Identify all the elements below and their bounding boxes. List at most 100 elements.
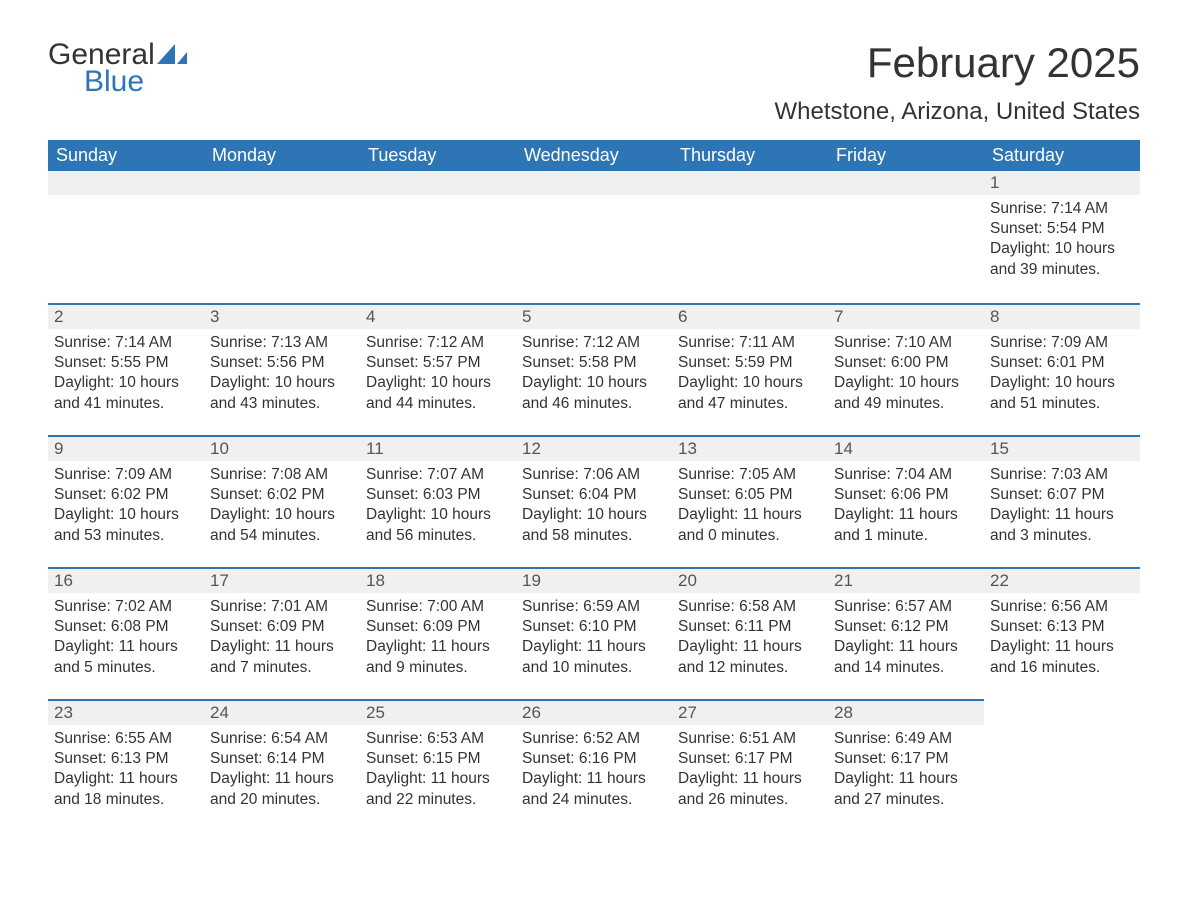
sunset-text: Sunset: 5:56 PM xyxy=(210,353,354,373)
sunset-text: Sunset: 5:55 PM xyxy=(54,353,198,373)
calendar-cell: 12Sunrise: 7:06 AMSunset: 6:04 PMDayligh… xyxy=(516,435,672,567)
weekday-header: Tuesday xyxy=(360,140,516,171)
sunrise-text: Sunrise: 7:09 AM xyxy=(54,465,198,485)
day-body: Sunrise: 7:14 AMSunset: 5:55 PMDaylight:… xyxy=(48,329,204,422)
calendar-cell: 15Sunrise: 7:03 AMSunset: 6:07 PMDayligh… xyxy=(984,435,1140,567)
sunrise-text: Sunrise: 7:04 AM xyxy=(834,465,978,485)
calendar-cell: 18Sunrise: 7:00 AMSunset: 6:09 PMDayligh… xyxy=(360,567,516,699)
day-number: 10 xyxy=(204,435,360,461)
day-body: Sunrise: 7:13 AMSunset: 5:56 PMDaylight:… xyxy=(204,329,360,422)
sunset-text: Sunset: 6:08 PM xyxy=(54,617,198,637)
sunset-text: Sunset: 6:16 PM xyxy=(522,749,666,769)
sunrise-text: Sunrise: 7:02 AM xyxy=(54,597,198,617)
daylight-text: Daylight: 10 hours and 41 minutes. xyxy=(54,373,198,413)
day-body: Sunrise: 7:11 AMSunset: 5:59 PMDaylight:… xyxy=(672,329,828,422)
sunrise-text: Sunrise: 6:54 AM xyxy=(210,729,354,749)
calendar-cell xyxy=(984,699,1140,831)
sunrise-text: Sunrise: 6:53 AM xyxy=(366,729,510,749)
logo-word2: Blue xyxy=(84,67,189,97)
logo-sail-icon xyxy=(157,42,189,71)
sunrise-text: Sunrise: 7:14 AM xyxy=(54,333,198,353)
day-number: 4 xyxy=(360,303,516,329)
sunset-text: Sunset: 6:04 PM xyxy=(522,485,666,505)
daylight-text: Daylight: 10 hours and 43 minutes. xyxy=(210,373,354,413)
day-number: 8 xyxy=(984,303,1140,329)
sunrise-text: Sunrise: 7:01 AM xyxy=(210,597,354,617)
calendar-cell xyxy=(48,171,204,303)
day-body: Sunrise: 6:58 AMSunset: 6:11 PMDaylight:… xyxy=(672,593,828,686)
sunset-text: Sunset: 6:15 PM xyxy=(366,749,510,769)
calendar-cell: 10Sunrise: 7:08 AMSunset: 6:02 PMDayligh… xyxy=(204,435,360,567)
sunrise-text: Sunrise: 7:12 AM xyxy=(366,333,510,353)
sunrise-text: Sunrise: 6:49 AM xyxy=(834,729,978,749)
sunrise-text: Sunrise: 6:58 AM xyxy=(678,597,822,617)
day-number: 5 xyxy=(516,303,672,329)
daylight-text: Daylight: 11 hours and 14 minutes. xyxy=(834,637,978,677)
day-body: Sunrise: 7:08 AMSunset: 6:02 PMDaylight:… xyxy=(204,461,360,554)
daylight-text: Daylight: 11 hours and 26 minutes. xyxy=(678,769,822,809)
page-header: General Blue February 2025 Whetstone, Ar… xyxy=(48,40,1140,126)
day-number: 1 xyxy=(984,171,1140,195)
empty-day-bar xyxy=(828,171,984,195)
day-number: 13 xyxy=(672,435,828,461)
day-body: Sunrise: 6:54 AMSunset: 6:14 PMDaylight:… xyxy=(204,725,360,818)
sunrise-text: Sunrise: 7:12 AM xyxy=(522,333,666,353)
sunrise-text: Sunrise: 7:00 AM xyxy=(366,597,510,617)
calendar-cell xyxy=(360,171,516,303)
empty-day-bar xyxy=(204,171,360,195)
calendar-row: 2Sunrise: 7:14 AMSunset: 5:55 PMDaylight… xyxy=(48,303,1140,435)
month-title: February 2025 xyxy=(774,40,1140,86)
day-number: 7 xyxy=(828,303,984,329)
day-body: Sunrise: 7:02 AMSunset: 6:08 PMDaylight:… xyxy=(48,593,204,686)
daylight-text: Daylight: 10 hours and 54 minutes. xyxy=(210,505,354,545)
daylight-text: Daylight: 10 hours and 56 minutes. xyxy=(366,505,510,545)
daylight-text: Daylight: 11 hours and 18 minutes. xyxy=(54,769,198,809)
sunset-text: Sunset: 5:58 PM xyxy=(522,353,666,373)
daylight-text: Daylight: 10 hours and 51 minutes. xyxy=(990,373,1134,413)
weekday-header: Wednesday xyxy=(516,140,672,171)
calendar-cell: 23Sunrise: 6:55 AMSunset: 6:13 PMDayligh… xyxy=(48,699,204,831)
daylight-text: Daylight: 11 hours and 20 minutes. xyxy=(210,769,354,809)
sunrise-text: Sunrise: 7:06 AM xyxy=(522,465,666,485)
day-body: Sunrise: 7:14 AMSunset: 5:54 PMDaylight:… xyxy=(984,195,1140,288)
empty-day-bar xyxy=(360,171,516,195)
daylight-text: Daylight: 11 hours and 5 minutes. xyxy=(54,637,198,677)
sunset-text: Sunset: 6:17 PM xyxy=(834,749,978,769)
calendar-cell: 24Sunrise: 6:54 AMSunset: 6:14 PMDayligh… xyxy=(204,699,360,831)
sunrise-text: Sunrise: 7:14 AM xyxy=(990,199,1134,219)
sunrise-text: Sunrise: 6:59 AM xyxy=(522,597,666,617)
day-body: Sunrise: 7:09 AMSunset: 6:01 PMDaylight:… xyxy=(984,329,1140,422)
day-body: Sunrise: 7:01 AMSunset: 6:09 PMDaylight:… xyxy=(204,593,360,686)
calendar-cell: 4Sunrise: 7:12 AMSunset: 5:57 PMDaylight… xyxy=(360,303,516,435)
sunset-text: Sunset: 6:17 PM xyxy=(678,749,822,769)
calendar-cell: 13Sunrise: 7:05 AMSunset: 6:05 PMDayligh… xyxy=(672,435,828,567)
weekday-header-row: Sunday Monday Tuesday Wednesday Thursday… xyxy=(48,140,1140,171)
sunset-text: Sunset: 6:01 PM xyxy=(990,353,1134,373)
day-body: Sunrise: 6:53 AMSunset: 6:15 PMDaylight:… xyxy=(360,725,516,818)
day-body: Sunrise: 7:09 AMSunset: 6:02 PMDaylight:… xyxy=(48,461,204,554)
weekday-header: Friday xyxy=(828,140,984,171)
daylight-text: Daylight: 10 hours and 53 minutes. xyxy=(54,505,198,545)
day-body: Sunrise: 7:10 AMSunset: 6:00 PMDaylight:… xyxy=(828,329,984,422)
sunset-text: Sunset: 6:09 PM xyxy=(210,617,354,637)
day-body: Sunrise: 6:55 AMSunset: 6:13 PMDaylight:… xyxy=(48,725,204,818)
daylight-text: Daylight: 11 hours and 24 minutes. xyxy=(522,769,666,809)
calendar-cell: 21Sunrise: 6:57 AMSunset: 6:12 PMDayligh… xyxy=(828,567,984,699)
daylight-text: Daylight: 11 hours and 27 minutes. xyxy=(834,769,978,809)
day-body: Sunrise: 6:49 AMSunset: 6:17 PMDaylight:… xyxy=(828,725,984,818)
calendar-cell: 26Sunrise: 6:52 AMSunset: 6:16 PMDayligh… xyxy=(516,699,672,831)
sunset-text: Sunset: 5:59 PM xyxy=(678,353,822,373)
daylight-text: Daylight: 10 hours and 46 minutes. xyxy=(522,373,666,413)
sunrise-text: Sunrise: 7:05 AM xyxy=(678,465,822,485)
calendar-cell xyxy=(516,171,672,303)
sunrise-text: Sunrise: 6:52 AM xyxy=(522,729,666,749)
empty-day-bar xyxy=(672,171,828,195)
calendar-cell: 14Sunrise: 7:04 AMSunset: 6:06 PMDayligh… xyxy=(828,435,984,567)
sunset-text: Sunset: 6:10 PM xyxy=(522,617,666,637)
day-number: 22 xyxy=(984,567,1140,593)
day-number: 6 xyxy=(672,303,828,329)
sunset-text: Sunset: 6:02 PM xyxy=(54,485,198,505)
day-body: Sunrise: 6:57 AMSunset: 6:12 PMDaylight:… xyxy=(828,593,984,686)
day-number: 27 xyxy=(672,699,828,725)
daylight-text: Daylight: 10 hours and 58 minutes. xyxy=(522,505,666,545)
